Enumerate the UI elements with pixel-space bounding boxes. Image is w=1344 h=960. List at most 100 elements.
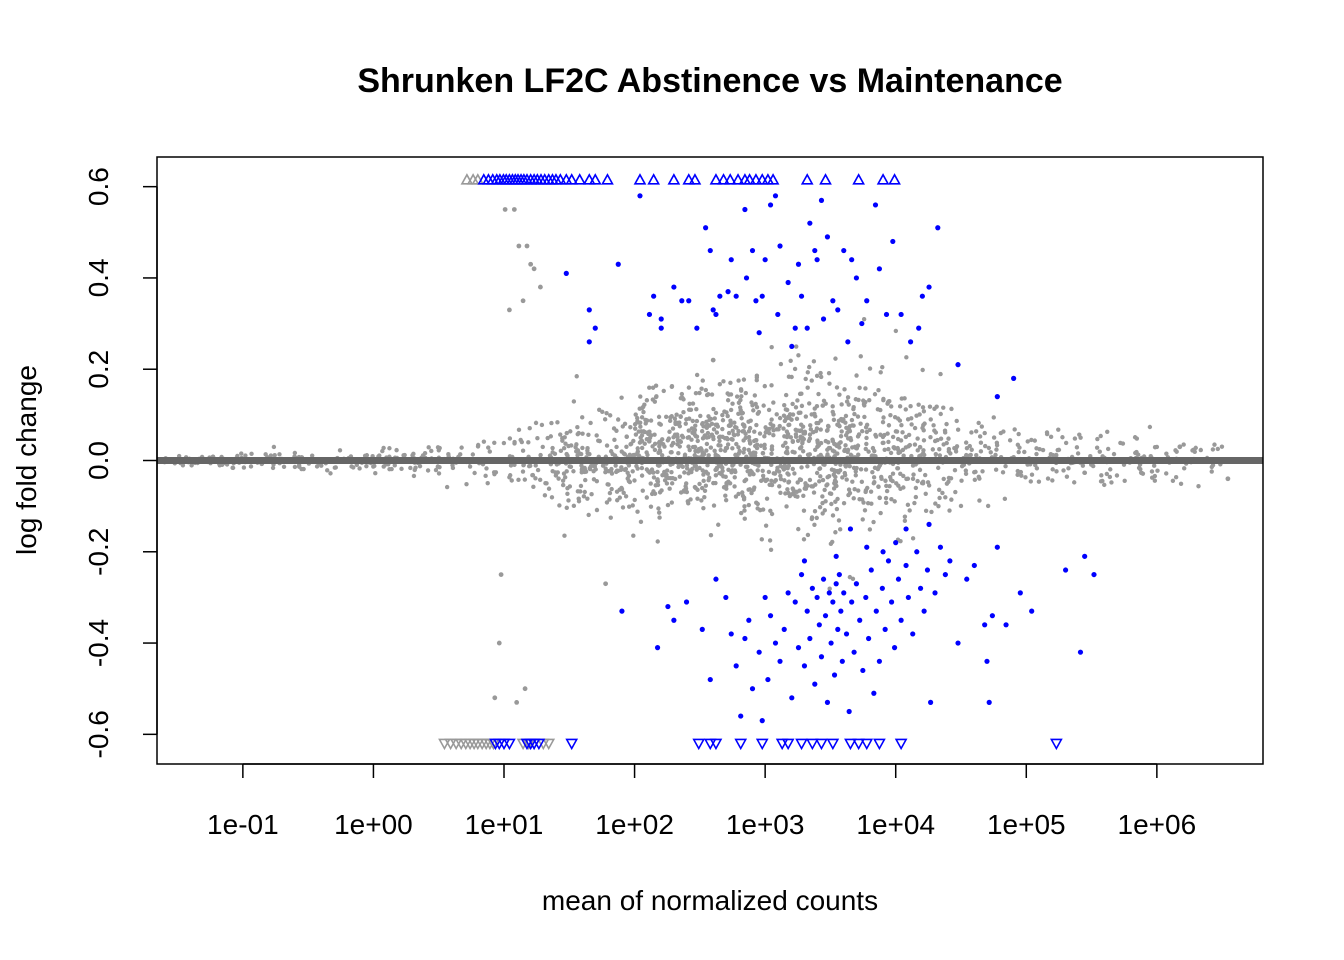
data-point-gray (694, 418, 700, 424)
data-point-gray (633, 412, 638, 417)
data-point-gray (533, 420, 539, 426)
data-point-gray (591, 477, 597, 482)
data-point-gray (917, 467, 923, 473)
data-point-gray (684, 481, 689, 486)
clipped-down-triangle (894, 738, 908, 751)
data-point-gray (1191, 447, 1196, 453)
data-point-gray (619, 395, 624, 400)
data-point-gray (746, 434, 752, 440)
data-point-gray (974, 453, 979, 458)
data-point-gray (796, 353, 801, 358)
data-point-significant (756, 330, 762, 336)
data-point-gray (738, 397, 743, 403)
y-tick-label: 0.4 (83, 258, 114, 297)
data-point-gray (902, 514, 908, 519)
data-point-gray (568, 464, 574, 470)
clipped-up-triangle (471, 173, 485, 185)
data-point-gray (864, 441, 869, 447)
data-point-gray (483, 473, 488, 479)
data-point-gray (877, 463, 883, 468)
data-point-gray (788, 435, 794, 440)
data-point-gray (985, 503, 991, 509)
data-point-gray (685, 435, 690, 440)
data-point-gray (612, 453, 618, 458)
data-point-gray (659, 488, 664, 493)
data-point-gray (608, 413, 613, 418)
data-point-gray (688, 407, 694, 413)
data-point-gray (795, 438, 801, 443)
data-point-gray (1000, 470, 1006, 475)
data-point-gray (700, 453, 705, 459)
data-point-gray (882, 447, 887, 452)
data-point-significant (914, 549, 920, 555)
data-point-gray (569, 443, 574, 448)
data-point-gray (905, 476, 911, 481)
data-point-significant (853, 581, 860, 587)
data-point-gray (511, 207, 517, 212)
data-point-gray (672, 476, 678, 482)
data-point-gray (913, 494, 919, 500)
data-point-gray (936, 487, 942, 493)
data-point-gray (878, 432, 883, 437)
data-point-gray (709, 432, 715, 437)
data-point-gray (667, 486, 672, 491)
data-point-gray (963, 440, 969, 445)
data-point-significant (812, 247, 818, 254)
data-point-gray (813, 414, 818, 419)
data-point-gray (780, 443, 786, 448)
data-point-gray (1225, 476, 1231, 482)
data-point-gray (754, 500, 759, 505)
data-point-gray (953, 446, 959, 451)
data-point-significant (637, 193, 643, 199)
data-point-gray (650, 444, 655, 449)
data-point-gray (667, 418, 673, 424)
data-point-gray (531, 266, 537, 272)
data-point-gray (872, 465, 878, 471)
data-point-gray (314, 464, 320, 469)
data-point-gray (890, 434, 896, 440)
data-point-gray (912, 442, 918, 447)
data-point-gray (818, 474, 823, 479)
data-point-gray (986, 445, 992, 451)
data-point-gray (816, 391, 821, 397)
data-point-significant (833, 553, 839, 559)
data-point-gray (766, 407, 772, 413)
data-point-gray (994, 447, 999, 452)
data-point-significant (723, 594, 729, 601)
data-point-gray (754, 422, 759, 428)
data-point-significant (759, 718, 765, 724)
data-point-gray (937, 447, 942, 452)
data-point-gray (740, 493, 746, 499)
data-point-gray (588, 420, 593, 426)
data-point-gray (484, 466, 489, 471)
data-point-gray (717, 438, 722, 444)
data-point-gray (708, 445, 714, 450)
data-point-gray (944, 421, 949, 427)
data-point-significant (785, 279, 791, 286)
x-tick-label: 1e+02 (595, 809, 674, 840)
data-point-gray (709, 392, 715, 397)
data-point-gray (753, 438, 758, 443)
clipped-down-triangle (1050, 738, 1063, 751)
data-point-gray (692, 453, 697, 458)
y-axis: -0.6 -0.4 -0.2 0.0 0.2 0.4 0.6 (83, 167, 158, 758)
data-point-gray (647, 438, 652, 444)
data-point-gray (868, 489, 874, 494)
data-point-significant (818, 654, 825, 660)
data-point-gray (761, 403, 766, 408)
data-point-gray (814, 420, 819, 426)
data-point-gray (1219, 444, 1225, 449)
data-point-gray (730, 401, 735, 406)
data-point-gray (818, 370, 823, 376)
data-point-gray (964, 452, 969, 458)
data-point-gray (915, 478, 920, 484)
data-point-gray (863, 386, 868, 391)
clipped-down-triangle (860, 738, 874, 751)
data-point-gray (573, 445, 578, 450)
data-point-significant (994, 394, 1000, 400)
data-point-gray (825, 427, 830, 433)
data-point-gray (734, 441, 739, 447)
data-point-gray (549, 495, 555, 500)
data-point-significant (895, 576, 902, 582)
x-tick-label: 1e+05 (987, 809, 1066, 840)
